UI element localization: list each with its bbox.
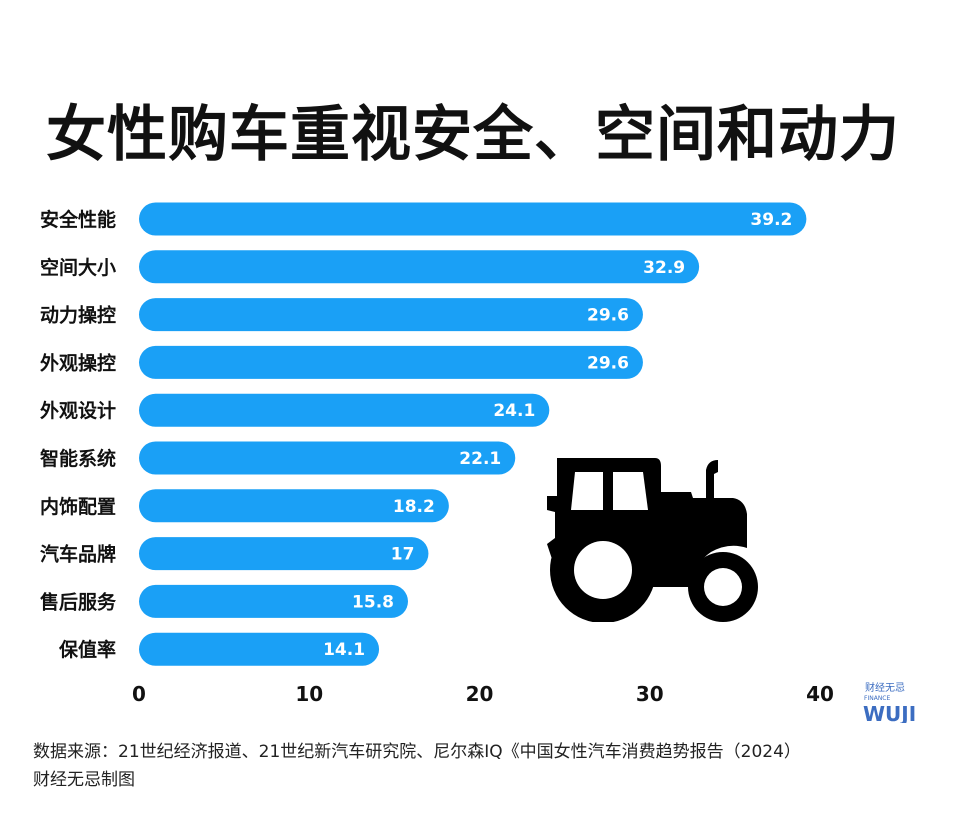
logo-en-text: FINANCE <box>864 695 890 702</box>
category-label: 售后服务 <box>39 590 117 613</box>
category-label: 外观设计 <box>40 399 116 422</box>
logo-mark-text: WUJI <box>863 702 916 723</box>
bar-chart: 安全性能 39.2 空间大小 32.9 动力操控 29.6 外观操控 29.6 外观设计 24.1… <box>39 202 834 706</box>
bar-5 <box>139 441 516 475</box>
value-label: 22.1 <box>459 449 501 469</box>
value-label: 29.6 <box>587 306 629 326</box>
bar-3 <box>139 345 643 379</box>
bar-9 <box>139 632 380 666</box>
value-label: 39.2 <box>750 210 792 230</box>
x-tick-label: 0 <box>132 682 146 706</box>
x-tick-label: 40 <box>806 682 834 706</box>
value-label: 14.1 <box>323 640 365 660</box>
category-label: 空间大小 <box>40 256 116 279</box>
value-label: 29.6 <box>587 353 629 373</box>
bar-2 <box>139 298 643 332</box>
category-label: 外观操控 <box>40 351 116 374</box>
value-label: 24.1 <box>493 401 535 421</box>
category-label: 智能系统 <box>40 447 116 470</box>
bar-6 <box>139 489 449 523</box>
bar-7 <box>139 537 429 571</box>
logo-mark: FINANCE WUJI <box>863 695 916 723</box>
bar-4 <box>139 393 550 427</box>
category-label: 保值率 <box>58 638 116 661</box>
bar-8 <box>139 584 408 618</box>
source-note: 数据来源：21世纪经济报道、21世纪新汽车研究院、尼尔森IQ《中国女性汽车消费趋… <box>33 742 801 762</box>
value-label: 17 <box>391 545 415 565</box>
value-label: 18.2 <box>393 497 435 517</box>
credit-note: 财经无忌制图 <box>33 770 135 790</box>
bar-0 <box>139 202 807 236</box>
x-tick-label: 10 <box>295 682 323 706</box>
x-tick-label: 30 <box>636 682 664 706</box>
bar-1 <box>139 250 700 284</box>
category-label: 动力操控 <box>40 304 116 327</box>
category-label: 安全性能 <box>40 208 116 231</box>
tractor-icon <box>547 458 758 622</box>
finance-wuji-logo: 财经无忌 FINANCE WUJI <box>862 679 922 723</box>
chart-title: 女性购车重视安全、空间和动力 <box>46 100 900 170</box>
category-label: 汽车品牌 <box>40 543 116 566</box>
value-label: 32.9 <box>643 258 685 278</box>
x-tick-label: 20 <box>466 682 494 706</box>
value-label: 15.8 <box>352 592 394 612</box>
category-label: 内饰配置 <box>40 495 116 518</box>
logo-cn-text: 财经无忌 <box>865 683 905 694</box>
